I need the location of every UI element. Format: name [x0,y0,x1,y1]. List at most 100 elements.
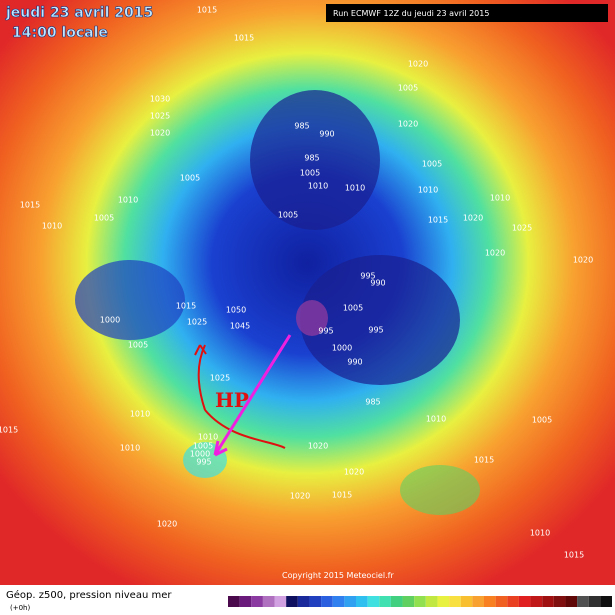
scale-cell [356,596,368,607]
scale-tick: 588 [555,609,564,615]
scale-tick: 572 [509,609,518,615]
scale-cell [518,596,531,607]
scale-cell [449,596,461,607]
pressure-label: 1020 [573,256,593,265]
scale-cell [507,596,519,607]
pressure-label: 1005 [422,160,442,169]
pressure-label: 995 [360,272,375,281]
field-name: Géop. z500, pression niveau mer [6,589,172,601]
scale-cell [414,596,426,607]
scale-tick: 576 [520,609,529,615]
scale-cell [390,596,403,607]
scale-cell [472,596,484,607]
pressure-label: 1005 [94,214,114,223]
scale-cell [367,596,380,607]
hp-label: HP [215,388,249,412]
pressure-label: 1005 [278,211,298,220]
pressure-label: 985 [304,154,319,163]
pressure-label: 1015 [474,456,494,465]
scale-tick: 600 [590,609,599,615]
pressure-label: 1020 [344,468,364,477]
scale-tick: 532 [392,609,401,615]
scale-cell [251,596,263,607]
scale-tick: 544 [427,609,436,615]
scale-cell [332,596,345,607]
scale-tick: 524 [369,609,378,615]
low-area [75,260,185,340]
pressure-label: 1015 [197,6,217,15]
pressure-label: 1010 [42,222,62,231]
pressure-label: 1005 [398,84,418,93]
pressure-label: 985 [294,122,309,131]
pressure-label: 985 [365,398,380,407]
run: Run ECMWF 12Z du jeudi 23 avril 2015 [333,9,489,18]
scale-tick: 564 [486,609,495,615]
pressure-label: 1020 [308,442,328,451]
pressure-label: 1020 [408,60,428,69]
scale-tick: 492 [276,609,285,615]
pressure-label: 990 [319,130,334,139]
scale-cell [553,596,566,607]
pressure-label: 1015 [176,302,196,311]
scale-cell [495,596,508,607]
low-core [296,300,328,336]
scale-cell [402,596,415,607]
pressure-label: 1005 [343,304,363,313]
scale-tick: 516 [346,609,355,615]
pressure-label: 1005 [300,169,320,178]
scale-cell [321,596,333,607]
pressure-label: 1010 [130,410,150,419]
scale-tick: 488 [264,609,273,615]
scale-cell [344,596,356,607]
scale-tick: 508 [323,609,332,615]
scale-cell [286,596,298,607]
green-area [400,465,480,515]
scale-tick: 580 [532,609,541,615]
pressure-label: 1005 [532,416,552,425]
scale-cell [379,596,391,607]
scale-cell [588,596,601,607]
scale-cell [239,596,252,607]
scale-tick: 604 [602,609,611,615]
scale-tick: 520 [358,609,367,615]
run-box [326,4,608,22]
pressure-label: 1005 [180,174,200,183]
movement-arrow [213,334,292,457]
pressure-label: 1000 [332,344,352,353]
scale-cell [565,596,578,607]
scale-tick: 596 [579,609,588,615]
lead-time: (+0h) [10,604,30,612]
pressure-label: 1030 [150,95,170,104]
scale-cell [542,596,554,607]
scale-cell [274,596,287,607]
scale-tick: 552 [451,609,460,615]
pressure-label: 995 [318,327,333,336]
pressure-label: 1010 [198,433,218,442]
pressure-label: 1020 [290,492,310,501]
pressure-label: 1005 [128,341,148,350]
scale-tick: 584 [544,609,553,615]
scale-tick: 476 [230,609,239,615]
pressure-label: 1025 [187,318,207,327]
pressure-label: 1015 [234,34,254,43]
pressure-label: 1010 [426,415,446,424]
pressure-label: 1010 [490,194,510,203]
pressure-label: 1010 [418,186,438,195]
scale-tick: 480 [241,609,250,615]
pressure-label: 1010 [308,182,328,191]
scale-tick: 484 [253,609,262,615]
pressure-label: 995 [368,326,383,335]
scale-tick: 528 [381,609,390,615]
pressure-label: 1010 [118,196,138,205]
scale-cell [262,596,275,607]
pressure-label: 1015 [0,426,18,435]
scale-cell [460,596,473,607]
pressure-label: 1025 [210,374,230,383]
pressure-label: 1020 [463,214,483,223]
scale-tick: 500 [299,609,308,615]
pressure-label: 1000 [190,450,210,459]
pressure-label: 1015 [428,216,448,225]
scale-tick: 592 [567,609,576,615]
scale-tick: 504 [311,609,320,615]
